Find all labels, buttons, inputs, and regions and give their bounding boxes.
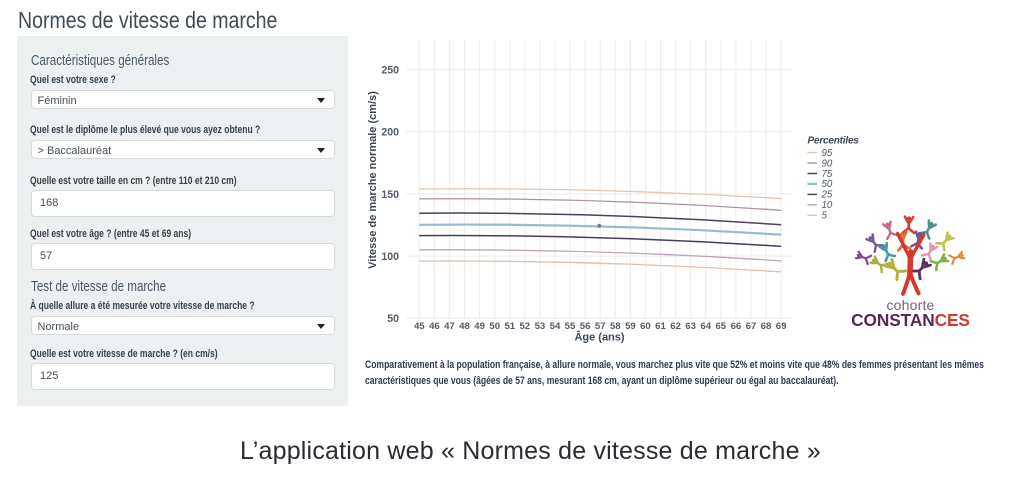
svg-text:62: 62: [670, 321, 681, 332]
svg-text:67: 67: [746, 321, 757, 332]
svg-text:25: 25: [821, 190, 833, 201]
svg-text:50: 50: [822, 179, 833, 190]
svg-text:59: 59: [625, 321, 636, 332]
svg-text:53: 53: [535, 321, 546, 332]
svg-text:50: 50: [387, 313, 399, 325]
svg-text:69: 69: [776, 321, 787, 332]
svg-text:75: 75: [822, 169, 833, 180]
svg-text:250: 250: [381, 64, 399, 76]
svg-text:90: 90: [822, 158, 833, 169]
svg-text:68: 68: [761, 321, 772, 332]
svg-text:47: 47: [444, 321, 455, 332]
svg-text:56: 56: [580, 321, 591, 332]
svg-text:Percentiles: Percentiles: [808, 136, 860, 147]
svg-text:65: 65: [715, 321, 726, 332]
svg-text:63: 63: [685, 321, 696, 332]
svg-text:55: 55: [565, 321, 576, 332]
svg-text:51: 51: [504, 321, 515, 332]
svg-text:54: 54: [550, 321, 561, 332]
svg-text:48: 48: [459, 321, 470, 332]
svg-text:66: 66: [731, 321, 742, 332]
svg-text:58: 58: [610, 321, 621, 332]
svg-text:Âge (ans): Âge (ans): [574, 331, 624, 344]
svg-text:60: 60: [640, 321, 651, 332]
svg-text:50: 50: [489, 321, 500, 332]
svg-text:61: 61: [655, 321, 666, 332]
svg-text:49: 49: [474, 321, 485, 332]
svg-text:95: 95: [822, 148, 833, 159]
svg-text:10: 10: [822, 200, 833, 211]
svg-text:45: 45: [414, 321, 425, 332]
svg-text:Vitesse de marche normale (cm/: Vitesse de marche normale (cm/s): [367, 91, 379, 269]
svg-text:100: 100: [381, 251, 399, 263]
svg-text:57: 57: [595, 321, 606, 332]
svg-text:5: 5: [822, 211, 828, 222]
svg-text:64: 64: [700, 321, 711, 332]
svg-text:200: 200: [381, 127, 399, 139]
svg-text:46: 46: [429, 321, 440, 332]
svg-text:52: 52: [519, 321, 530, 332]
svg-text:150: 150: [381, 189, 399, 201]
